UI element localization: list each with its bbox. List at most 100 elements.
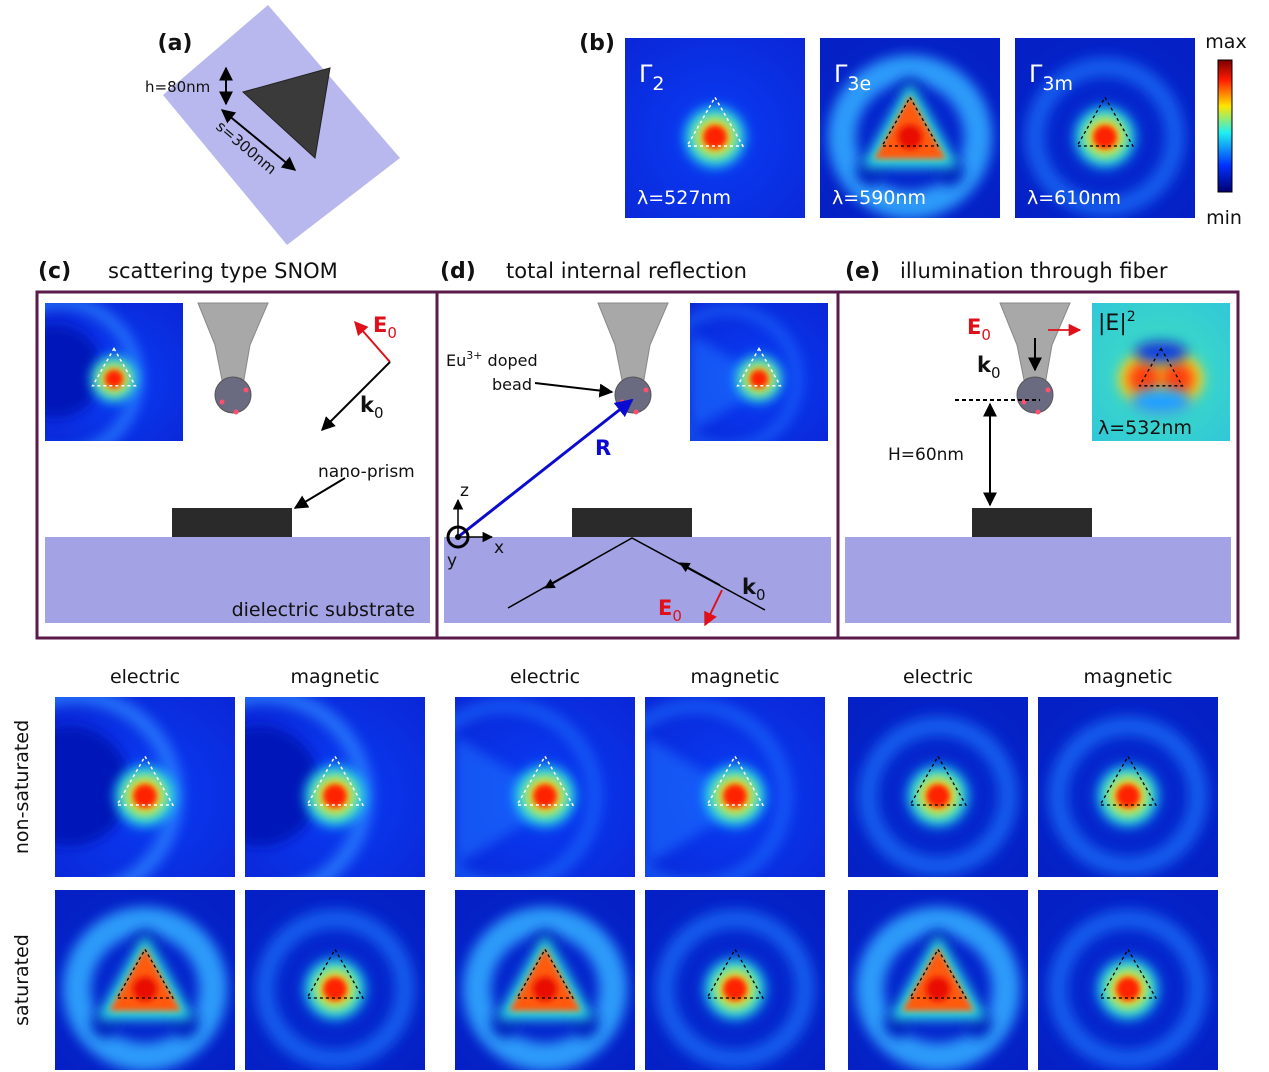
intensity-ring (63, 907, 227, 1070)
intensity-ring (1025, 57, 1185, 217)
distance-label: H=60nm (888, 445, 964, 465)
triangle-outline (305, 754, 365, 806)
colorbar-min: min (1206, 207, 1242, 229)
intensity (245, 726, 320, 846)
heatmap (55, 697, 235, 877)
heatmap (1038, 697, 1218, 877)
axis-label: z (460, 481, 469, 501)
intensity (898, 125, 922, 149)
triangle-outline (705, 754, 765, 806)
heatmap (455, 890, 635, 1070)
triangle-outline (305, 948, 365, 999)
y-axis (446, 525, 470, 549)
bead-pointer (534, 382, 614, 398)
intensity-ring (1048, 909, 1208, 1069)
intensity-label: |E|2 (1098, 309, 1136, 336)
intensity (703, 125, 727, 149)
bead-label: Eu3+ doped (446, 349, 538, 370)
mode-label: Γ2 (639, 60, 664, 95)
fiber-tip (597, 302, 669, 415)
panel-label: (c) (38, 259, 71, 284)
mode-sub: 3m (1042, 73, 1073, 95)
intensity (723, 784, 747, 808)
intensity-main: |E| (1098, 311, 1127, 336)
triangle-outline (515, 754, 575, 806)
intensity (133, 977, 157, 1001)
axis-label: y (447, 551, 457, 571)
panel-label: (b) (579, 31, 615, 56)
intensity (533, 784, 557, 808)
mode-sub: 2 (652, 73, 664, 95)
intensity (1130, 388, 1192, 416)
intensity (1161, 362, 1195, 396)
mode-name: Γ (1029, 60, 1043, 88)
field-arrow (704, 589, 723, 627)
intensity-ring (828, 55, 992, 218)
prism (972, 508, 1092, 537)
intensity-sup: 2 (1127, 309, 1136, 325)
intensity (926, 784, 950, 808)
intensity-ring (463, 907, 627, 1070)
triangle-outline (115, 754, 175, 806)
field-label: E0 (658, 596, 682, 625)
triangle-outline (908, 948, 968, 999)
intensity (133, 784, 157, 808)
intensity (323, 784, 347, 808)
panel-label: (d) (440, 259, 476, 284)
heatmap (55, 890, 235, 1070)
wavelength-label: λ=527nm (637, 187, 731, 209)
heatmap (848, 890, 1028, 1070)
intensity (45, 325, 103, 418)
intensity (926, 977, 950, 1001)
frame (35, 290, 1240, 640)
wavevector-arrow (321, 361, 391, 431)
triangle-outline (1075, 96, 1135, 147)
wavevector-label: k0 (977, 353, 1001, 382)
position-arrow (457, 398, 634, 539)
field-label: E0 (373, 313, 397, 342)
intensity (1093, 125, 1117, 149)
intensity (323, 977, 347, 1001)
mode-label: Γ3m (1029, 60, 1073, 95)
intensity (55, 726, 130, 846)
intensity (1116, 977, 1140, 1001)
heatmap (848, 697, 1028, 877)
wavevector-label: k0 (742, 575, 766, 604)
intensity-ring (856, 907, 1020, 1070)
heatmap (1015, 38, 1195, 218)
intensity (1116, 784, 1140, 808)
intensity (1127, 362, 1161, 396)
heatmap (1038, 890, 1218, 1070)
incident-arrow (679, 562, 721, 586)
row-label: saturated (11, 934, 33, 1026)
triangle-outline (705, 948, 765, 999)
wavevector-label: k0 (360, 393, 384, 422)
triangle-outline (1098, 948, 1158, 999)
heatmap (245, 890, 425, 1070)
height-label: h=80nm (145, 78, 210, 96)
wavelength-label: λ=610nm (1027, 187, 1121, 209)
intensity (690, 332, 759, 433)
fiber-tip (197, 302, 269, 415)
substrate (444, 537, 831, 623)
substrate (845, 537, 1231, 623)
intensity (1134, 340, 1188, 364)
y-axis-dot (455, 534, 461, 540)
heatmap (45, 303, 183, 441)
panel-title: total internal reflection (506, 259, 747, 283)
heatmap (645, 697, 825, 877)
intensity (533, 977, 557, 1001)
reflected-arrow (544, 561, 591, 589)
column-label: magnetic (290, 666, 379, 688)
wavelength-label: λ=590nm (832, 187, 926, 209)
prism (172, 508, 292, 537)
colorbar (1217, 59, 1233, 193)
heatmap (645, 890, 825, 1070)
column-label: electric (510, 666, 580, 688)
intensity-ring (455, 699, 602, 877)
field-label: E0 (967, 315, 991, 344)
prism-label: nano-prism (318, 462, 415, 482)
intensity (104, 369, 124, 389)
column-label: magnetic (1083, 666, 1172, 688)
intensity (455, 736, 545, 866)
